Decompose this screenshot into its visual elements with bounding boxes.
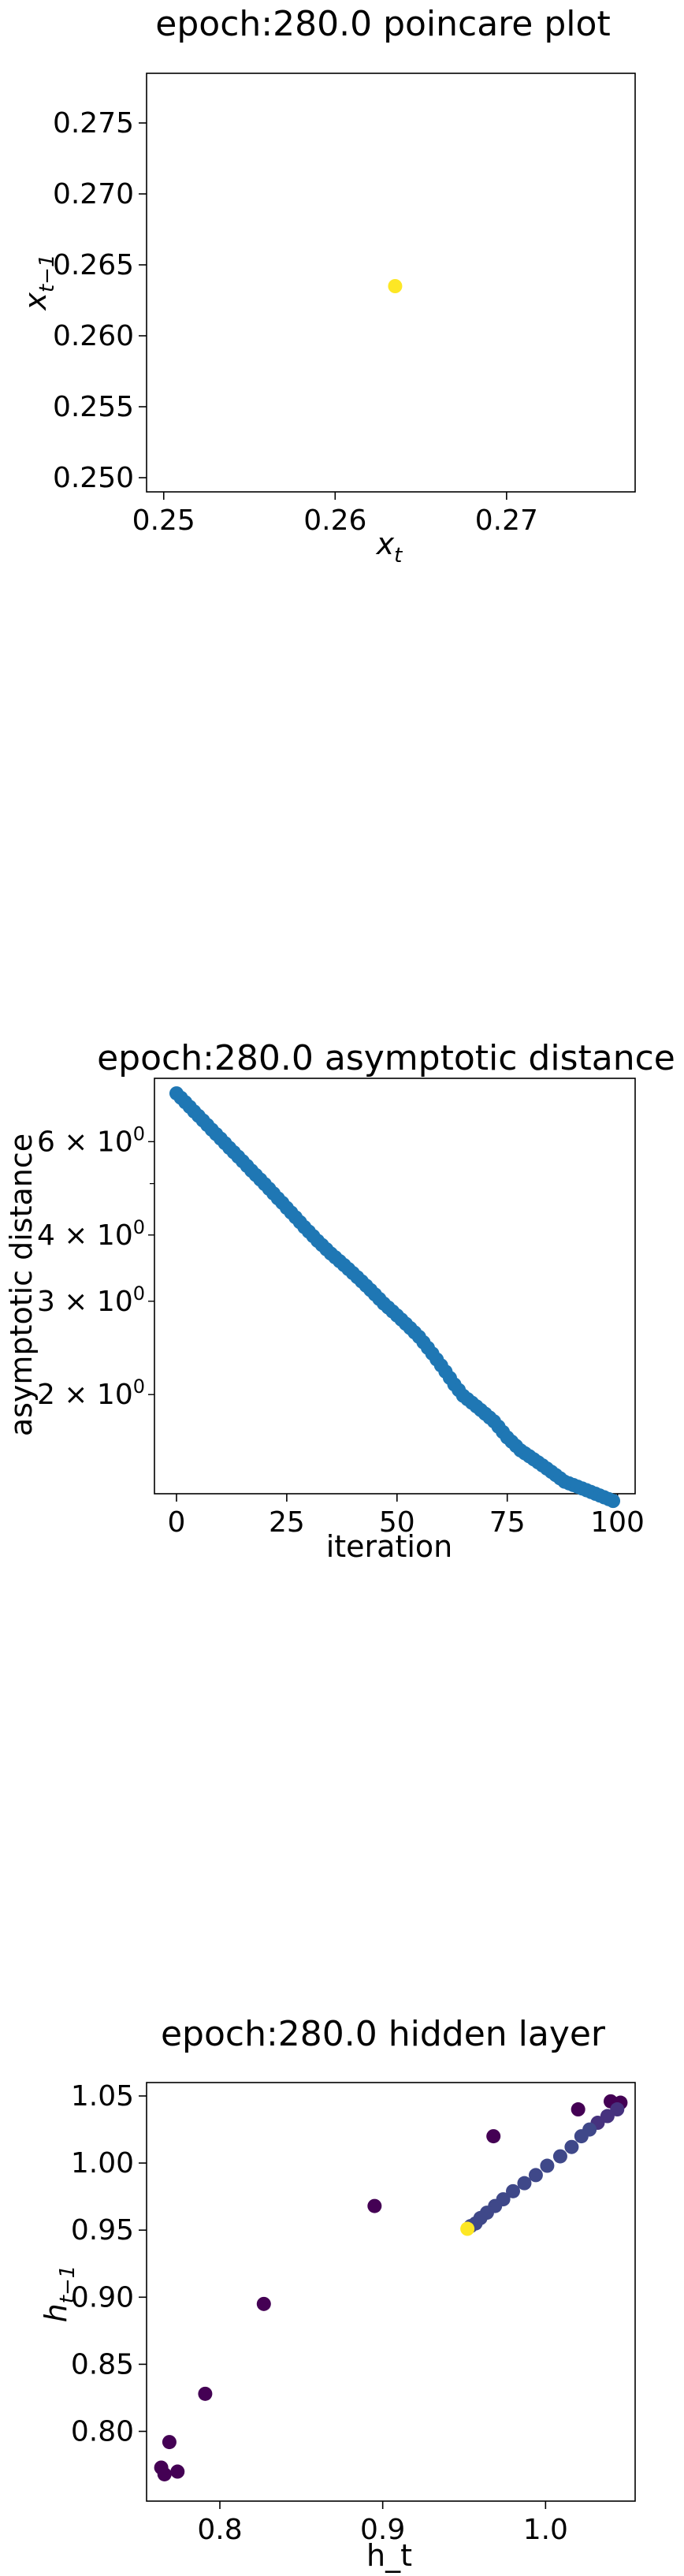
x-tick-label: 0.26 [303,504,366,537]
data-point [606,1494,621,1509]
x-axis-label: h_t [366,2538,412,2573]
chart-panel-2: epoch:280.0 asymptotic distance 0 25 50 75 10… [4,1038,675,1564]
data-point [552,2149,567,2164]
data-point [198,2386,213,2401]
chart-panel-1: epoch:280.0 poincare plot 0.25 0.26 0.27 0.2… [18,4,636,568]
x-tick-label: 50 [379,1506,415,1539]
x-axis-label: iteration [326,1529,453,1564]
y-tick-label: 0.90 [71,2281,134,2314]
data-point [256,2296,271,2311]
y-tick-label: 1.00 [71,2147,134,2180]
data-point [517,2176,532,2191]
x-tick-label: 75 [489,1506,526,1539]
data-point [486,2129,501,2144]
data-point [157,2466,172,2481]
y-tick-label: 6 × 100 [37,1122,145,1158]
data-point [460,2221,475,2236]
y-tick-label: 0.250 [53,462,134,494]
data-point [528,2168,543,2183]
x-tick-label: 25 [269,1506,305,1539]
x-tick-label: 1.0 [523,2514,568,2546]
plot-frame [154,1078,636,1495]
data-point [367,2198,382,2213]
chart-panel-3: epoch:280.0 hidden layer 0.8 0.9 1.0 0.80 0.8… [39,2014,636,2573]
data-point [571,2102,585,2117]
y-axis-label: ht−1 [39,2265,80,2323]
data-point [170,2464,185,2479]
y-tick-label: 4 × 100 [37,1216,145,1252]
y-axis-label: xt−1 [18,254,59,311]
y-tick-label: 0.85 [71,2348,134,2381]
y-tick-label: 0.260 [53,320,134,352]
data-point [540,2158,555,2173]
y-tick-label: 0.255 [53,391,134,423]
chart-title: epoch:280.0 asymptotic distance [97,1038,675,1078]
chart-title: epoch:280.0 poincare plot [155,4,610,44]
data-point [162,2435,177,2450]
y-tick-label: 0.80 [71,2416,134,2448]
y-axis-label: asymptotic distance [4,1134,39,1436]
plot-frame [146,73,636,493]
y-tick-label: 0.270 [53,178,134,210]
data-point [574,2129,589,2144]
y-tick-label: 3 × 100 [37,1282,145,1318]
plot-frame [146,2082,636,2502]
chart-title: epoch:280.0 hidden layer [161,2014,606,2054]
x-tick-label: 0.8 [197,2514,242,2546]
y-tick-label: 2 × 100 [37,1375,145,1411]
x-tick-label: 0 [168,1506,186,1539]
data-point [564,2139,579,2154]
x-tick-label: 0.9 [360,2514,405,2546]
data-point [506,2183,520,2198]
y-tick-label: 0.275 [53,107,134,140]
x-tick-label: 100 [590,1506,645,1539]
y-tick-label: 0.265 [53,249,134,281]
x-tick-label: 0.25 [132,504,195,537]
y-tick-label: 0.95 [71,2214,134,2247]
data-point [388,279,403,293]
x-axis-label: xt [376,527,403,568]
x-tick-label: 0.27 [475,504,538,537]
y-tick-label: 1.05 [71,2080,134,2113]
